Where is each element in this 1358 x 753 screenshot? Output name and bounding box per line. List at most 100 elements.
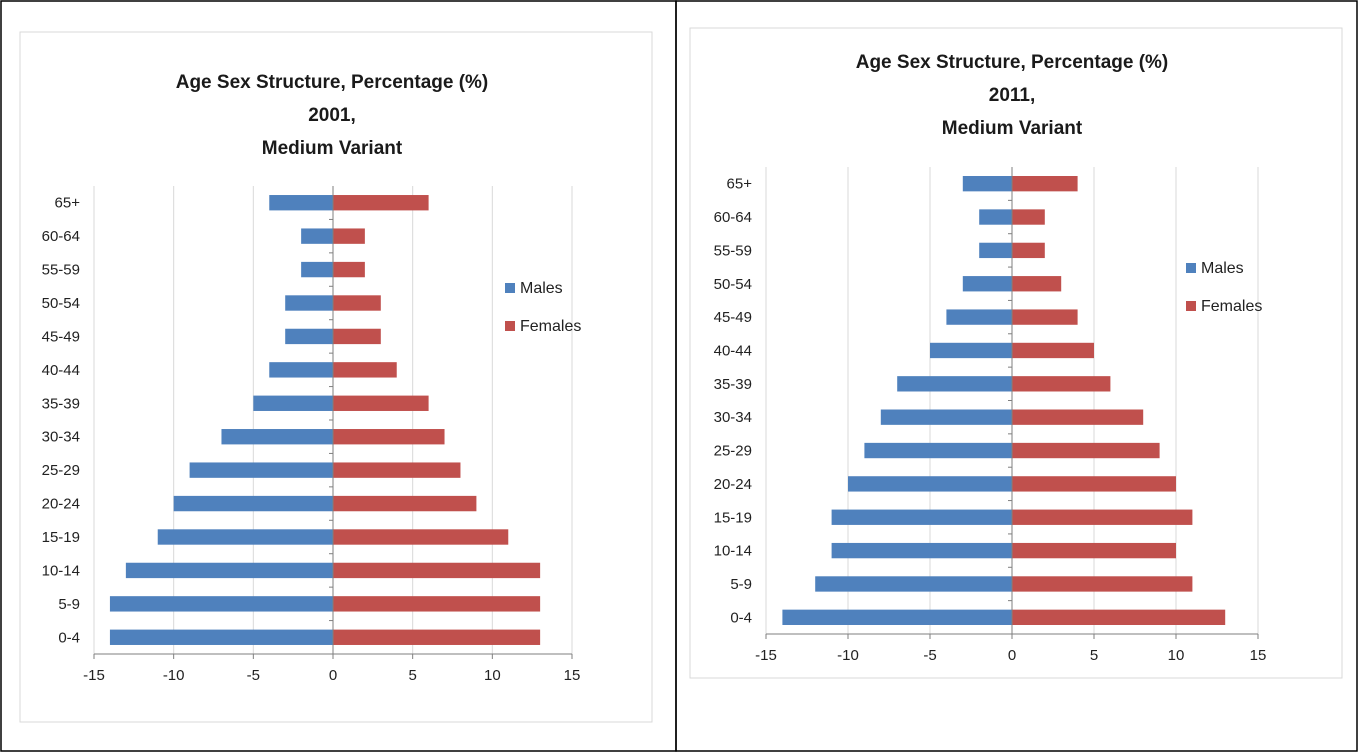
- bar-males-20-24: [848, 476, 1012, 492]
- bar-females-5-9: [333, 596, 541, 612]
- chart-title-line: 2001,: [308, 105, 356, 126]
- bar-females-55-59: [333, 261, 365, 278]
- category-label-25-29: 25-29: [714, 443, 752, 460]
- bar-females-35-39: [1012, 376, 1111, 392]
- bar-males-10-14: [831, 542, 1012, 559]
- x-tick-label: -5: [247, 667, 260, 684]
- bar-females-65+: [333, 195, 429, 211]
- bar-males-30-34: [880, 409, 1012, 425]
- bar-males-60-64: [301, 228, 333, 244]
- category-label-20-24: 20-24: [42, 496, 80, 513]
- bar-males-65+: [962, 176, 1012, 192]
- category-label-50-54: 50-54: [714, 276, 752, 293]
- x-tick-label: 0: [329, 667, 337, 684]
- bar-males-65+: [269, 195, 333, 211]
- legend-label-females: Females: [520, 318, 581, 335]
- bar-females-15-19: [1012, 509, 1193, 525]
- x-tick-label: -15: [755, 647, 777, 664]
- bar-males-35-39: [253, 395, 333, 411]
- bar-males-5-9: [109, 596, 333, 612]
- bar-females-60-64: [1012, 209, 1045, 225]
- bar-females-10-14: [333, 562, 541, 579]
- x-tick-label: -5: [923, 647, 936, 664]
- x-tick-label: 10: [1168, 647, 1185, 664]
- bar-males-15-19: [831, 509, 1012, 525]
- bar-females-0-4: [333, 629, 541, 645]
- category-label-10-14: 10-14: [42, 562, 80, 579]
- bar-females-50-54: [333, 295, 381, 311]
- bar-males-0-4: [782, 609, 1012, 625]
- chart-title-line: Medium Variant: [942, 118, 1083, 139]
- bar-females-50-54: [1012, 276, 1062, 292]
- category-label-65+: 65+: [55, 195, 81, 212]
- category-label-60-64: 60-64: [714, 209, 752, 226]
- bar-males-55-59: [979, 242, 1012, 259]
- legend-swatch-males: [505, 283, 515, 293]
- chart-title-line: 2011,: [989, 85, 1036, 106]
- category-label-15-19: 15-19: [714, 509, 752, 526]
- x-tick-label: -10: [163, 667, 185, 684]
- bar-males-10-14: [125, 562, 333, 579]
- bar-males-55-59: [301, 261, 333, 278]
- bar-males-40-44: [930, 342, 1012, 359]
- bar-females-45-49: [1012, 309, 1078, 325]
- x-tick-label: 15: [564, 667, 581, 684]
- category-label-25-29: 25-29: [42, 462, 80, 479]
- category-label-0-4: 0-4: [58, 629, 80, 646]
- category-label-15-19: 15-19: [42, 529, 80, 546]
- bar-females-55-59: [1012, 242, 1045, 259]
- bar-males-35-39: [897, 376, 1012, 392]
- bar-females-60-64: [333, 228, 365, 244]
- category-label-30-34: 30-34: [714, 409, 752, 426]
- chart-2001: Age Sex Structure, Percentage (%) 2001, Me…: [42, 72, 582, 684]
- bar-females-25-29: [1012, 442, 1160, 459]
- bar-males-40-44: [269, 362, 333, 378]
- bar-females-5-9: [1012, 576, 1193, 592]
- right-cell-border: [675, 0, 1358, 752]
- bar-females-10-14: [1012, 542, 1176, 559]
- bar-males-5-9: [815, 576, 1012, 592]
- chart-2011: Age Sex Structure, Percentage (%) 2011, Me…: [714, 52, 1267, 664]
- legend-swatch-males: [1186, 263, 1196, 273]
- chart-title-line: Age Sex Structure, Percentage (%): [176, 72, 489, 93]
- x-tick-label: 15: [1250, 647, 1267, 664]
- x-tick-label: 5: [408, 667, 416, 684]
- bar-males-20-24: [173, 495, 333, 512]
- category-label-50-54: 50-54: [42, 295, 80, 312]
- category-label-45-49: 45-49: [714, 309, 752, 326]
- bar-females-65+: [1012, 176, 1078, 192]
- category-label-65+: 65+: [727, 176, 753, 193]
- legend-swatch-females: [505, 321, 515, 331]
- bar-females-0-4: [1012, 609, 1226, 625]
- bar-females-35-39: [333, 395, 429, 411]
- category-label-45-49: 45-49: [42, 328, 80, 345]
- category-label-0-4: 0-4: [730, 609, 752, 626]
- bar-males-45-49: [946, 309, 1012, 325]
- category-label-40-44: 40-44: [714, 342, 752, 359]
- bar-males-15-19: [157, 529, 333, 545]
- category-label-60-64: 60-64: [42, 228, 80, 245]
- legend-swatch-females: [1186, 301, 1196, 311]
- x-tick-label: 5: [1090, 647, 1098, 664]
- bar-females-40-44: [1012, 342, 1094, 359]
- category-label-55-59: 55-59: [714, 242, 752, 259]
- bar-females-20-24: [1012, 476, 1176, 492]
- category-label-10-14: 10-14: [714, 543, 752, 560]
- bar-males-25-29: [189, 462, 333, 478]
- bar-males-30-34: [221, 429, 333, 445]
- bar-males-45-49: [285, 328, 333, 345]
- bar-males-60-64: [979, 209, 1012, 225]
- category-label-40-44: 40-44: [42, 362, 80, 379]
- bar-males-25-29: [864, 442, 1012, 459]
- x-tick-label: 10: [484, 667, 501, 684]
- bar-females-25-29: [333, 462, 461, 478]
- category-label-55-59: 55-59: [42, 262, 80, 279]
- category-label-5-9: 5-9: [58, 596, 80, 613]
- bar-males-50-54: [285, 295, 333, 311]
- bar-males-50-54: [962, 276, 1012, 292]
- x-tick-label: -10: [837, 647, 859, 664]
- bar-males-0-4: [109, 629, 333, 645]
- category-label-30-34: 30-34: [42, 429, 80, 446]
- bar-females-15-19: [333, 529, 509, 545]
